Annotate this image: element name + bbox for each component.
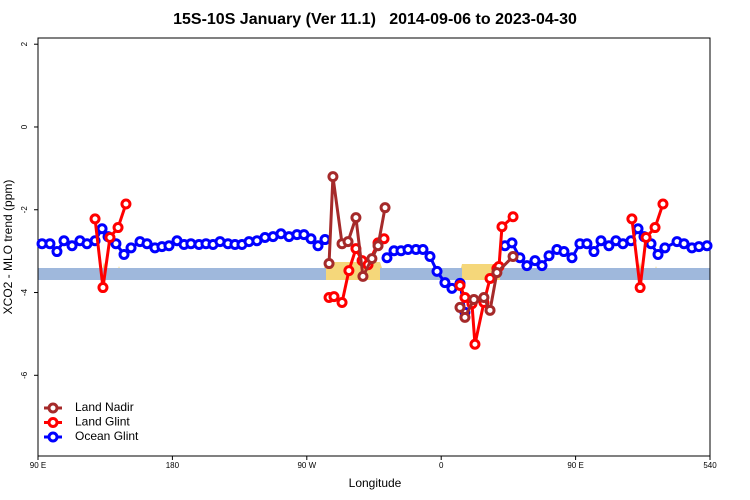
data-point xyxy=(96,223,108,235)
x-tick-label: 90 W xyxy=(297,461,316,470)
data-point xyxy=(327,171,339,183)
y-tick-label: -2 xyxy=(20,206,29,214)
data-point xyxy=(58,235,70,247)
data-point xyxy=(51,246,63,258)
data-point xyxy=(595,235,607,247)
data-point xyxy=(141,238,153,250)
x-tick-label: 180 xyxy=(166,461,180,470)
data-point xyxy=(484,272,496,284)
data-point xyxy=(588,246,600,258)
data-point xyxy=(305,233,317,245)
y-axis-label: XCO2 - MLO trend (ppm) xyxy=(1,180,15,315)
data-point xyxy=(110,238,122,250)
data-point xyxy=(336,296,348,308)
data-point xyxy=(454,279,466,291)
data-point xyxy=(659,242,671,254)
data-point xyxy=(312,240,324,252)
data-point xyxy=(417,243,429,255)
x-axis-label: Longitude xyxy=(349,476,402,490)
data-point xyxy=(118,248,130,260)
data-point xyxy=(603,240,615,252)
data-point xyxy=(468,294,480,306)
data-point xyxy=(469,338,481,350)
data-point xyxy=(632,223,644,235)
data-point xyxy=(66,240,78,252)
data-point xyxy=(484,304,496,316)
data-point xyxy=(97,282,109,294)
y-tick-label: -6 xyxy=(20,371,29,379)
data-point xyxy=(328,291,340,303)
legend-marker xyxy=(47,431,59,443)
data-point xyxy=(366,253,378,265)
data-point xyxy=(372,240,384,252)
data-point xyxy=(581,238,593,250)
data-point xyxy=(125,242,137,254)
x-tick-label: 90 E xyxy=(30,461,46,470)
data-point xyxy=(89,213,101,225)
data-point xyxy=(626,213,638,225)
x-tick-label: 0 xyxy=(439,461,444,470)
data-point xyxy=(496,221,508,233)
legend-marker xyxy=(47,417,59,428)
data-point xyxy=(678,238,690,250)
data-point xyxy=(491,267,503,279)
data-point xyxy=(507,211,519,223)
legend-marker xyxy=(47,402,59,414)
data-point xyxy=(640,231,652,243)
data-point xyxy=(439,277,451,289)
data-point xyxy=(381,252,393,264)
data-point xyxy=(112,222,124,234)
data-point xyxy=(431,265,443,277)
legend-label: Ocean Glint xyxy=(75,429,139,443)
legend-label: Land Glint xyxy=(75,415,130,429)
chart-title: 15S-10S January (Ver 11.1) 2014-09-06 to… xyxy=(173,11,577,28)
data-point xyxy=(521,260,533,272)
data-point xyxy=(652,248,664,260)
y-tick-label: 0 xyxy=(20,124,29,129)
data-point xyxy=(701,240,713,252)
data-point xyxy=(558,246,570,258)
data-point xyxy=(478,291,490,303)
data-point xyxy=(459,311,471,323)
y-tick-label: 2 xyxy=(20,41,29,46)
data-point xyxy=(44,238,56,250)
data-point xyxy=(323,258,335,270)
data-point xyxy=(634,282,646,294)
data-point xyxy=(536,260,548,272)
x-tick-label: 90 E xyxy=(567,461,583,470)
data-point xyxy=(649,222,661,234)
series xyxy=(323,171,519,323)
data-point xyxy=(357,270,369,282)
data-point xyxy=(424,251,436,263)
data-point xyxy=(120,198,132,210)
data-point xyxy=(454,301,466,313)
data-point xyxy=(506,237,518,249)
data-point xyxy=(529,255,541,267)
data-point xyxy=(350,212,362,224)
data-point xyxy=(657,198,669,210)
x-tick-label: 540 xyxy=(703,461,717,470)
legend-label: Land Nadir xyxy=(75,400,134,414)
data-point xyxy=(342,236,354,248)
data-point xyxy=(379,202,391,214)
y-tick-label: -4 xyxy=(20,288,29,296)
data-point xyxy=(319,234,331,246)
data-point xyxy=(543,250,555,262)
data-point xyxy=(104,231,116,243)
data-point xyxy=(566,252,578,264)
data-point xyxy=(343,265,355,277)
data-point xyxy=(163,240,175,252)
data-point xyxy=(507,251,519,263)
